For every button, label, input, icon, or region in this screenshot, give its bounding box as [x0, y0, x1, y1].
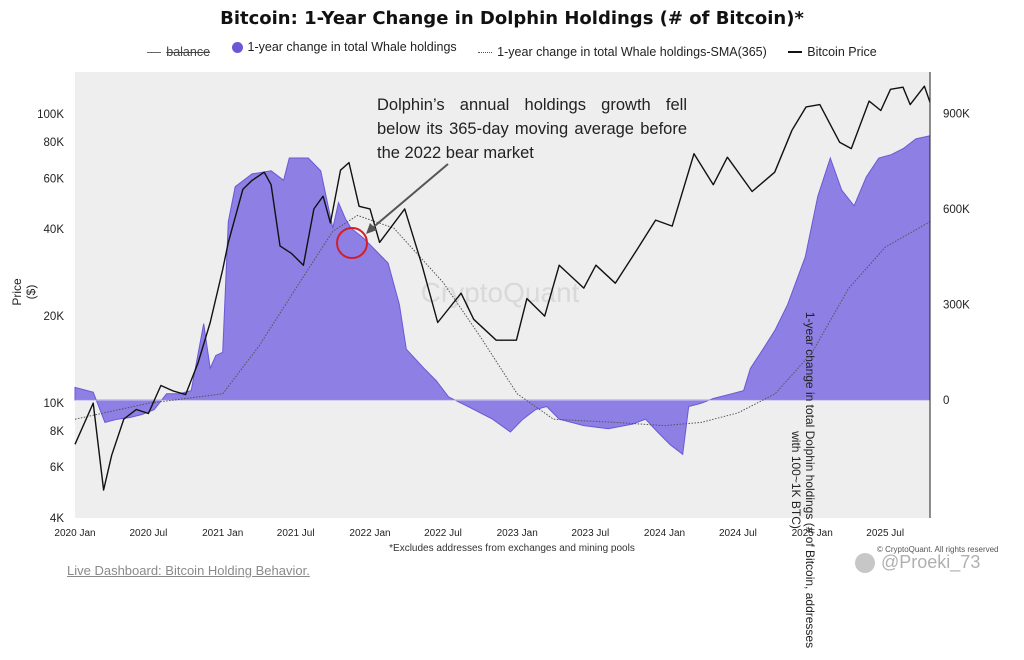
y-left-tick-label: 4K [50, 513, 64, 525]
tick-layer: 4K 6K 8K 10K 20K 40K 60K 80K 100K 0 300K 600K 900K 20… [37, 108, 970, 539]
y-right-tick-label: 0 [943, 395, 949, 407]
series-price-line [74, 85, 931, 491]
x-tick-label: 2025 Jul [866, 528, 904, 539]
sma-layer [74, 214, 931, 427]
series-whale-area [74, 135, 931, 456]
y-left-tick-label: 60K [44, 173, 65, 185]
annotation-text: Dolphin’s annual holdings growth fell be… [377, 96, 687, 162]
social-watermark: @Proeki_73 [855, 552, 980, 573]
y-left-tick-label: 6K [50, 462, 64, 474]
x-tick-label: 2020 Jul [129, 528, 167, 539]
legend-balance[interactable]: balance [147, 45, 210, 59]
chart-plot: CryptoQuant 4K 6K 8K 10K 20K 40K 60K 80K 100K 0 30… [37, 72, 970, 539]
x-tick-label: 2021 Jan [202, 528, 243, 539]
legend-whale-label: 1-year change in total Whale holdings [247, 40, 457, 54]
chart-legend: balance 1-year change in total Whale hol… [0, 40, 1024, 59]
x-tick-label: 2025 Jan [792, 528, 833, 539]
line-swatch-icon [147, 51, 162, 53]
x-tick-label: 2020 Jan [54, 528, 95, 539]
y-right-tick-label: 600K [943, 204, 970, 216]
x-tick-label: 2021 Jul [277, 528, 315, 539]
y-left-tick-label: 8K [50, 426, 64, 438]
y-right-tick-label: 300K [943, 300, 970, 312]
y-right-tick-label: 900K [943, 108, 970, 120]
x-tick-label: 2024 Jul [719, 528, 757, 539]
chart-title: Bitcoin: 1-Year Change in Dolphin Holdin… [220, 8, 804, 29]
y-axis-right-label: 1-year change in total Dolphin holdings … [789, 311, 817, 649]
footnote: *Excludes addresses from exchanges and m… [389, 543, 635, 554]
y-left-tick-label: 10K [44, 398, 65, 410]
y-left-tick-label: 20K [44, 311, 65, 323]
y-left-tick-label: 100K [37, 109, 64, 121]
solid-line-swatch-icon [788, 50, 803, 53]
legend-price-label: Bitcoin Price [807, 44, 877, 59]
y-left-tick-label: 40K [44, 224, 65, 236]
y-axis-left-label: Price ($) [10, 278, 38, 306]
dashboard-link[interactable]: Live Dashboard: Bitcoin Holding Behavior… [67, 563, 310, 578]
legend-whale[interactable]: 1-year change in total Whale holdings [231, 40, 457, 54]
series-sma-line [74, 214, 931, 427]
legend-sma[interactable]: 1-year change in total Whale holdings-SM… [478, 45, 767, 59]
highlight-circle [336, 227, 368, 259]
price-layer [74, 85, 931, 491]
plot-watermark: CryptoQuant [421, 277, 580, 308]
social-handle: @Proeki_73 [881, 552, 981, 572]
x-tick-label: 2023 Jan [497, 528, 538, 539]
arrow-head-icon [366, 223, 377, 234]
dotted-line-swatch-icon [478, 51, 493, 53]
x-tick-label: 2022 Jul [424, 528, 462, 539]
weibo-icon [855, 552, 875, 573]
plot-background [75, 72, 930, 518]
legend-sma-label: 1-year change in total Whale holdings-SM… [497, 45, 767, 59]
annotation-arrow [369, 163, 449, 231]
x-tick-label: 2022 Jan [349, 528, 390, 539]
area-layer [74, 135, 931, 456]
legend-price[interactable]: Bitcoin Price [788, 44, 877, 59]
copyright: © CryptoQuant. All rights reserved [877, 545, 999, 554]
dot-swatch-icon [231, 41, 243, 53]
x-tick-label: 2024 Jan [644, 528, 685, 539]
y-left-tick-label: 80K [44, 137, 65, 149]
x-tick-label: 2023 Jul [571, 528, 609, 539]
legend-balance-label: balance [166, 45, 211, 59]
